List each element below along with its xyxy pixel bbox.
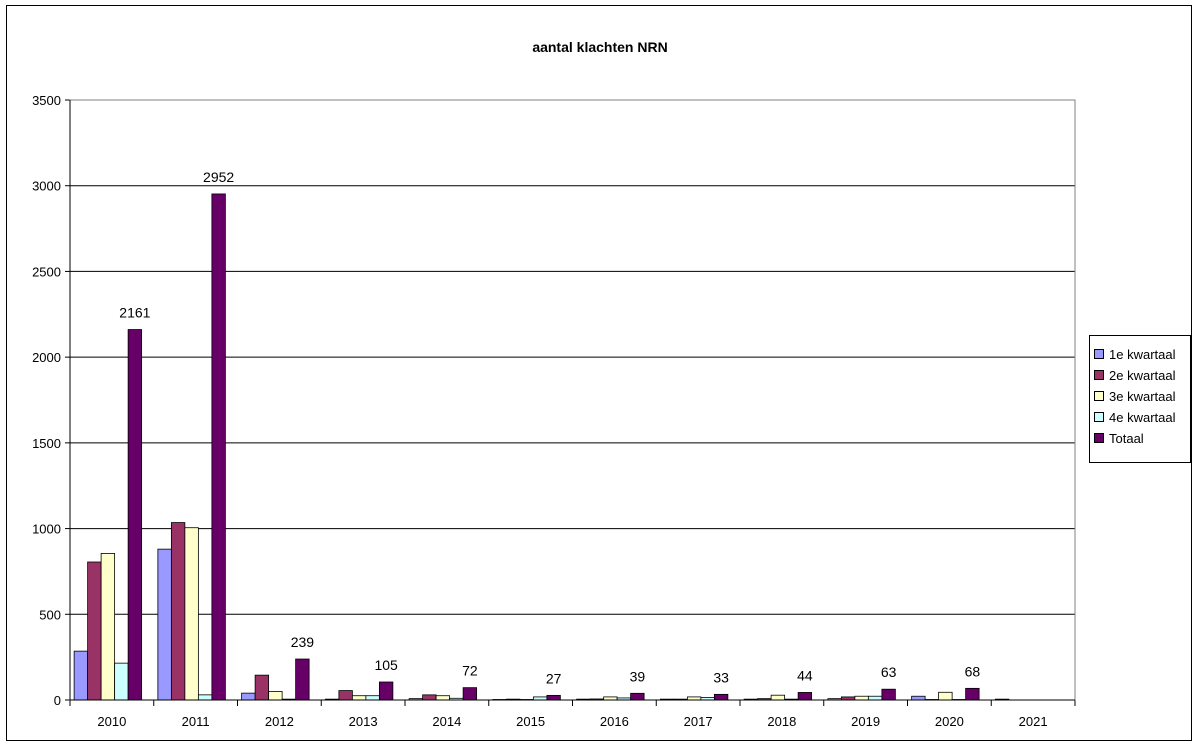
legend-swatch — [1094, 433, 1104, 443]
bar — [630, 692, 645, 701]
x-tick-label: 2021 — [1019, 714, 1048, 729]
bar — [338, 690, 353, 701]
legend-swatch — [1094, 370, 1104, 380]
x-tick-label: 2010 — [97, 714, 126, 729]
bar — [184, 527, 199, 701]
bar — [435, 695, 451, 701]
legend-swatch — [1094, 391, 1104, 401]
y-tick-label: 1000 — [32, 522, 61, 537]
x-tick-label: 2013 — [349, 714, 378, 729]
chart-frame: aantal klachten NRN — [6, 5, 1192, 741]
chart-title: aantal klachten NRN — [532, 39, 668, 55]
legend-label: 2e kwartaal — [1109, 367, 1176, 383]
x-tick-label: 2018 — [767, 714, 796, 729]
bar — [867, 695, 883, 701]
x-tick-label: 2016 — [600, 714, 629, 729]
bar — [254, 674, 270, 701]
bar — [938, 691, 953, 701]
y-tick-label: 1500 — [32, 436, 61, 451]
x-tick-label: 2014 — [432, 714, 461, 729]
bar — [211, 193, 226, 701]
legend-label: 1e kwartaal — [1109, 346, 1176, 362]
y-tick-label: 500 — [39, 607, 61, 622]
data-label: 68 — [965, 663, 981, 679]
bar — [770, 694, 786, 701]
bar — [378, 681, 394, 701]
bar — [713, 693, 729, 701]
bar — [170, 522, 186, 701]
data-label: 72 — [462, 663, 478, 679]
bar — [114, 662, 129, 701]
bar — [854, 695, 869, 701]
bar — [546, 694, 561, 701]
legend-item: 3e kwartaal — [1094, 386, 1175, 406]
data-label: 44 — [797, 667, 813, 683]
bar — [365, 695, 380, 701]
y-tick-label: 0 — [54, 693, 61, 708]
bar — [881, 688, 896, 701]
bar — [241, 692, 256, 701]
legend-label: 4e kwartaal — [1109, 409, 1176, 425]
data-label: 105 — [374, 657, 398, 673]
legend: 1e kwartaal 2e kwartaal 3e kwartaal 4e kwar… — [1089, 335, 1191, 463]
legend-item: 4e kwartaal — [1094, 407, 1175, 427]
bar — [268, 691, 283, 701]
data-label: 63 — [881, 664, 897, 680]
x-tick-label: 2019 — [851, 714, 880, 729]
x-tick-label: 2017 — [684, 714, 713, 729]
y-tick-label: 3000 — [32, 179, 61, 194]
bar — [797, 692, 813, 701]
bar — [157, 548, 172, 701]
data-label: 2161 — [119, 305, 150, 321]
data-label: 39 — [630, 668, 646, 684]
data-label: 239 — [291, 634, 315, 650]
bar — [462, 687, 478, 701]
legend-item: 1e kwartaal — [1094, 344, 1175, 364]
bar — [911, 695, 926, 701]
legend-item: 2e kwartaal — [1094, 365, 1175, 385]
legend-label: Totaal — [1109, 430, 1144, 446]
bar — [87, 561, 102, 701]
y-tick-label: 2000 — [32, 350, 61, 365]
bar — [351, 695, 367, 701]
data-label: 33 — [713, 669, 729, 685]
x-tick-label: 2020 — [935, 714, 964, 729]
bar — [73, 650, 89, 701]
y-tick-label: 2500 — [32, 264, 61, 279]
bar — [295, 658, 310, 701]
legend-swatch — [1094, 412, 1104, 422]
data-label: 2952 — [203, 169, 234, 185]
bar — [100, 553, 116, 701]
legend-item: Totaal — [1094, 428, 1144, 448]
bar — [965, 687, 980, 701]
data-label: 27 — [546, 670, 562, 686]
x-tick-label: 2015 — [516, 714, 545, 729]
x-tick-label: 2011 — [182, 714, 210, 729]
bar — [197, 694, 213, 701]
bar — [422, 694, 437, 701]
y-tick-label: 3500 — [32, 93, 61, 108]
x-tick-label: 2012 — [265, 714, 294, 729]
legend-swatch — [1094, 349, 1104, 359]
bar — [127, 329, 143, 701]
legend-label: 3e kwartaal — [1109, 388, 1176, 404]
